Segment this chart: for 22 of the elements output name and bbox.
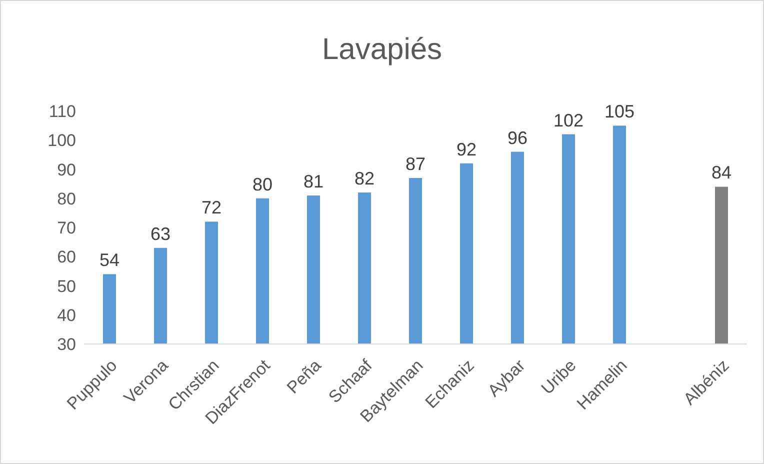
data-label: 87 <box>405 154 426 174</box>
data-label: 54 <box>99 250 120 270</box>
chart-title: Lavapiés <box>320 33 444 67</box>
data-label: 63 <box>150 224 171 244</box>
y-tick-label: 70 <box>57 218 76 238</box>
y-tick-label: 80 <box>57 189 76 208</box>
data-label: 81 <box>303 171 324 192</box>
data-label: 72 <box>201 198 222 218</box>
data-label: 105 <box>604 102 635 122</box>
data-label: 84 <box>711 162 732 183</box>
data-label: 92 <box>456 139 477 160</box>
y-tick-label: 50 <box>57 276 76 296</box>
y-tick-label: 110 <box>48 102 76 122</box>
data-label: 80 <box>252 174 273 194</box>
y-tick-label: 30 <box>57 335 76 354</box>
data-label: 96 <box>507 128 528 148</box>
data-label: 82 <box>354 168 375 189</box>
y-tick-label: 60 <box>57 248 76 267</box>
y-tick-label: 100 <box>48 131 76 150</box>
y-tick-label: 90 <box>57 160 76 180</box>
data-label: 102 <box>553 110 584 130</box>
y-tick-label: 40 <box>57 306 76 325</box>
